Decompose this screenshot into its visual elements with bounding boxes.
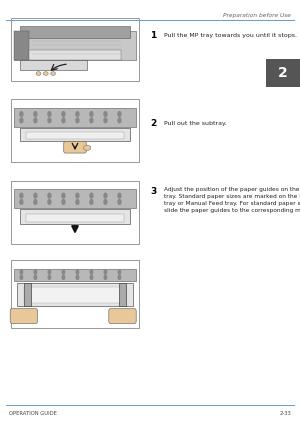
Circle shape xyxy=(75,193,80,199)
Text: OPERATION GUIDE: OPERATION GUIDE xyxy=(9,411,57,416)
Circle shape xyxy=(19,117,24,124)
Bar xyxy=(26,213,124,222)
Circle shape xyxy=(103,269,107,275)
Circle shape xyxy=(47,275,51,280)
Circle shape xyxy=(33,111,38,117)
Ellipse shape xyxy=(43,72,48,75)
Text: 2-33: 2-33 xyxy=(279,411,291,416)
Circle shape xyxy=(75,111,80,117)
Bar xyxy=(14,31,136,60)
Ellipse shape xyxy=(36,72,41,75)
Circle shape xyxy=(75,199,80,205)
Bar xyxy=(20,26,130,38)
Ellipse shape xyxy=(51,72,56,75)
Bar xyxy=(14,31,29,60)
Circle shape xyxy=(89,193,94,199)
Text: Pull the MP tray towards you until it stops.: Pull the MP tray towards you until it st… xyxy=(164,33,296,38)
Circle shape xyxy=(19,193,24,199)
Bar xyxy=(11,181,140,244)
Circle shape xyxy=(103,199,108,205)
Bar xyxy=(11,18,140,81)
Bar xyxy=(11,260,140,328)
Circle shape xyxy=(117,117,122,124)
Bar xyxy=(20,210,130,224)
Circle shape xyxy=(75,117,80,124)
Circle shape xyxy=(47,269,51,275)
Text: Adjust the position of the paper guides on the MP
tray. Standard paper sizes are: Adjust the position of the paper guides … xyxy=(164,187,300,213)
Circle shape xyxy=(61,111,66,117)
Bar xyxy=(26,132,124,139)
Text: Pull out the subtray.: Pull out the subtray. xyxy=(164,121,226,126)
Bar xyxy=(24,283,31,306)
Circle shape xyxy=(47,117,52,124)
Bar xyxy=(14,269,136,281)
Text: 2: 2 xyxy=(150,119,156,128)
Circle shape xyxy=(103,117,108,124)
Circle shape xyxy=(61,117,66,124)
Bar xyxy=(29,50,121,60)
Circle shape xyxy=(89,269,93,275)
Circle shape xyxy=(118,269,122,275)
Circle shape xyxy=(103,193,108,199)
Circle shape xyxy=(61,275,65,280)
Bar xyxy=(16,283,134,306)
Circle shape xyxy=(47,199,52,205)
Circle shape xyxy=(117,193,122,199)
Circle shape xyxy=(33,193,38,199)
Circle shape xyxy=(89,275,93,280)
Circle shape xyxy=(20,269,23,275)
Bar xyxy=(14,189,136,208)
Text: 1: 1 xyxy=(150,31,156,40)
Circle shape xyxy=(19,111,24,117)
FancyBboxPatch shape xyxy=(10,309,38,323)
Text: 3: 3 xyxy=(150,187,156,196)
Circle shape xyxy=(34,275,38,280)
Circle shape xyxy=(61,199,66,205)
Bar xyxy=(119,283,126,306)
Circle shape xyxy=(103,275,107,280)
FancyBboxPatch shape xyxy=(64,142,86,153)
Circle shape xyxy=(117,199,122,205)
Circle shape xyxy=(89,117,94,124)
Circle shape xyxy=(47,193,52,199)
Circle shape xyxy=(76,275,80,280)
Circle shape xyxy=(19,199,24,205)
Text: 2: 2 xyxy=(278,66,288,80)
Bar xyxy=(20,128,130,142)
Circle shape xyxy=(61,193,66,199)
Circle shape xyxy=(33,117,38,124)
Bar xyxy=(24,287,126,303)
Circle shape xyxy=(103,111,108,117)
Bar xyxy=(14,108,136,127)
FancyBboxPatch shape xyxy=(109,309,136,323)
Ellipse shape xyxy=(83,145,91,150)
Text: Preparation before Use: Preparation before Use xyxy=(223,13,291,18)
Circle shape xyxy=(89,111,94,117)
Bar xyxy=(20,60,87,71)
Bar xyxy=(266,60,300,87)
Circle shape xyxy=(118,275,122,280)
Circle shape xyxy=(20,275,23,280)
Circle shape xyxy=(34,269,38,275)
Circle shape xyxy=(61,269,65,275)
Circle shape xyxy=(89,199,94,205)
Circle shape xyxy=(117,111,122,117)
Circle shape xyxy=(33,199,38,205)
Bar xyxy=(11,99,140,162)
Circle shape xyxy=(76,269,80,275)
Circle shape xyxy=(47,111,52,117)
